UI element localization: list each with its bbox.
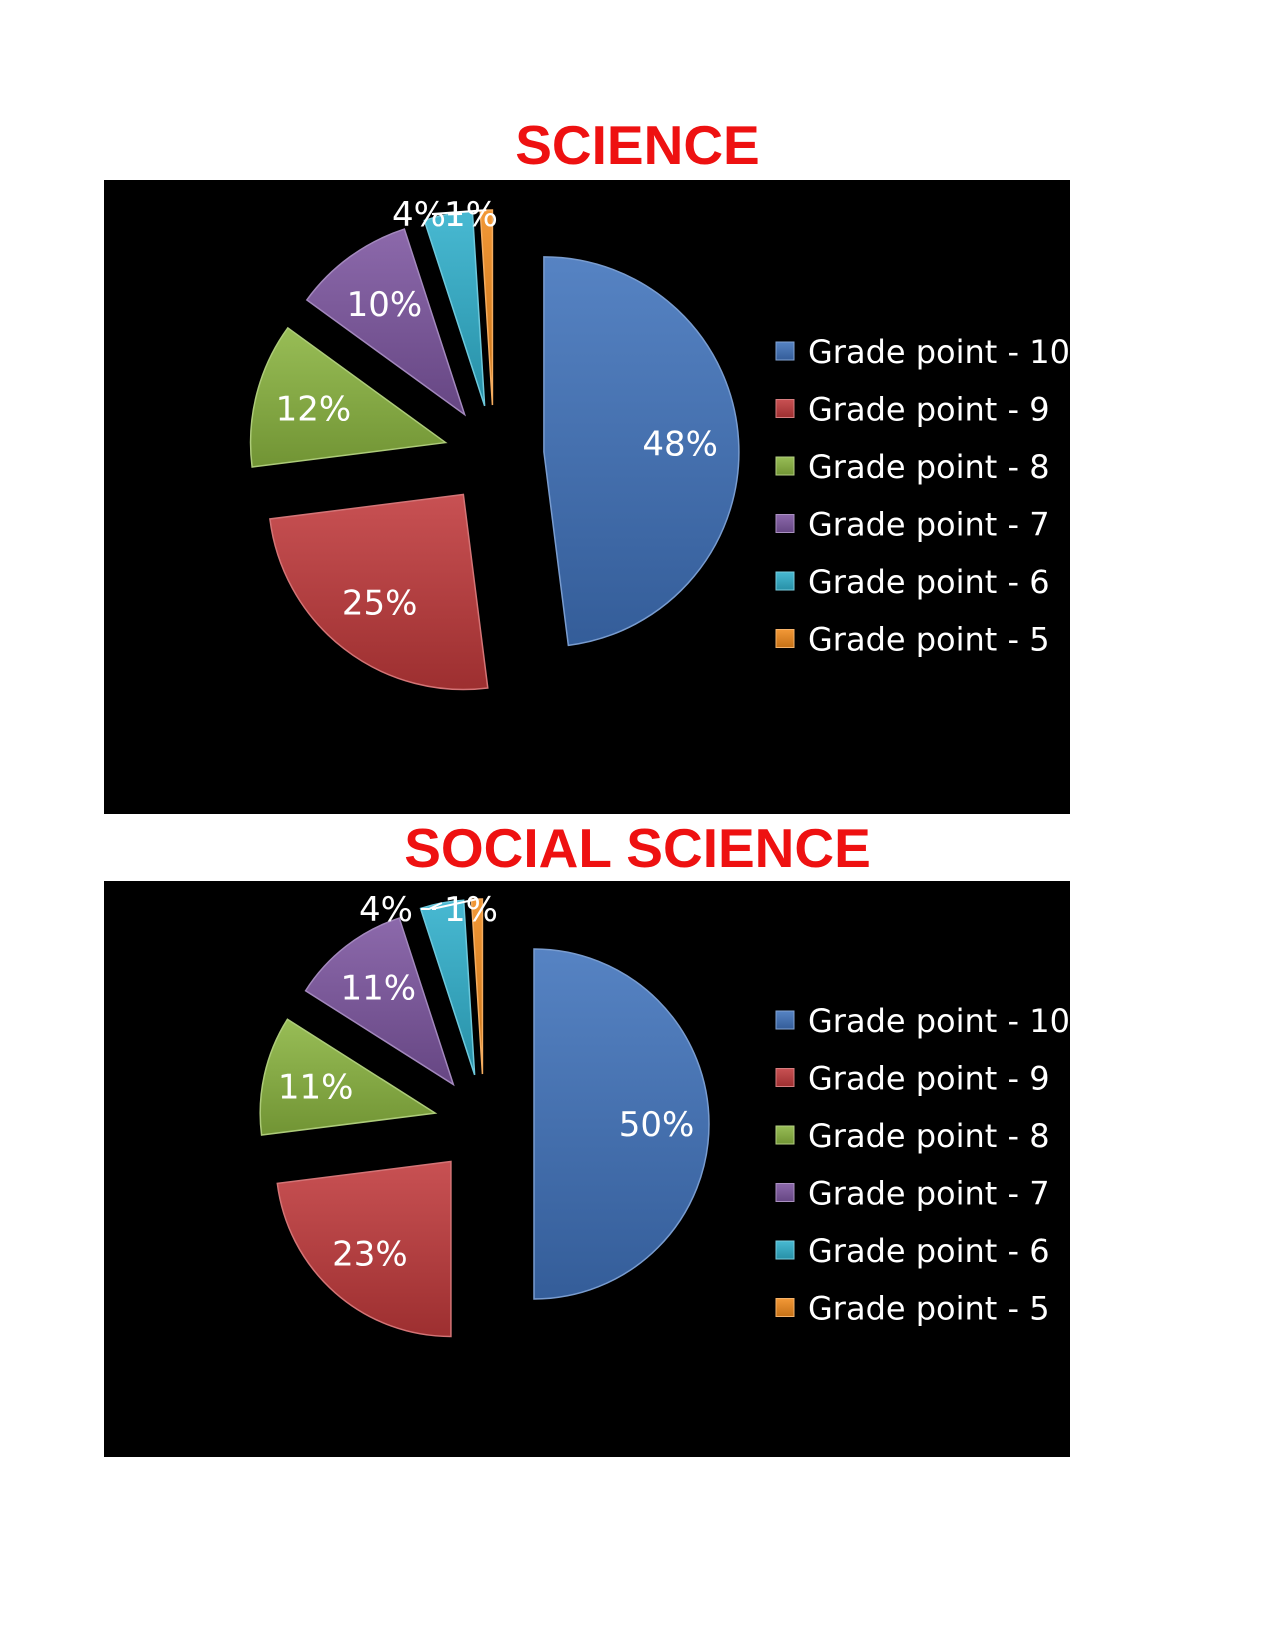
legend-swatch-grade-point-6 bbox=[775, 1240, 795, 1260]
data-label-grade-point-5: 1% bbox=[444, 890, 498, 930]
social-science-chart-title: SOCIAL SCIENCE bbox=[404, 817, 871, 879]
legend-swatch-grade-point-6 bbox=[775, 571, 795, 591]
legend-swatch-grade-point-8 bbox=[775, 456, 795, 476]
legend-label-grade-point-5: Grade point - 5 bbox=[808, 621, 1050, 659]
legend-swatch-grade-point-5 bbox=[775, 629, 795, 648]
pie-slice-grade-point-9 bbox=[276, 1160, 452, 1338]
legend-label-grade-point-10: Grade point - 10 bbox=[808, 1002, 1070, 1040]
legend-label-grade-point-6: Grade point - 6 bbox=[808, 1232, 1050, 1270]
legend-label-grade-point-9: Grade point - 9 bbox=[808, 1060, 1050, 1098]
leader-line-grade-point-6 bbox=[421, 902, 443, 910]
pie-slice-grade-point-8 bbox=[259, 1018, 438, 1136]
data-label-grade-point-5: 1% bbox=[444, 195, 498, 235]
legend-swatch-grade-point-8 bbox=[775, 1125, 795, 1145]
legend-label-grade-point-7: Grade point - 7 bbox=[808, 506, 1050, 544]
legend-swatch-grade-point-9 bbox=[775, 1068, 795, 1087]
pie-slice-grade-point-6 bbox=[419, 899, 476, 1076]
legend-swatch-grade-point-10 bbox=[775, 341, 795, 361]
data-label-grade-point-10: 48% bbox=[642, 424, 718, 464]
legend-label-grade-point-8: Grade point - 8 bbox=[808, 1117, 1050, 1155]
science-pie-svg: 48% 25% 12% 10% 4%1% Grade point - 10 Grade po… bbox=[249, 195, 1070, 691]
science-chart-title: SCIENCE bbox=[515, 114, 760, 176]
legend-swatch-grade-point-10 bbox=[775, 1010, 795, 1030]
data-label-grade-point-8: 12% bbox=[276, 390, 352, 430]
legend-label-grade-point-8: Grade point - 8 bbox=[808, 448, 1050, 486]
legend-swatch-grade-point-5 bbox=[775, 1298, 795, 1317]
data-label-grade-point-7: 10% bbox=[347, 285, 423, 325]
data-label-grade-point-9: 23% bbox=[332, 1234, 408, 1274]
pie-slice-grade-point-10 bbox=[533, 948, 710, 1300]
data-label-grade-point-6: 4% bbox=[392, 195, 446, 235]
legend-label-grade-point-7: Grade point - 7 bbox=[808, 1175, 1050, 1213]
pie-slice-grade-point-10 bbox=[543, 256, 740, 647]
leader-line-grade-point-5 bbox=[431, 898, 478, 910]
data-label-grade-point-9: 25% bbox=[342, 583, 418, 623]
pie-slice-grade-point-7 bbox=[304, 917, 455, 1087]
social-science-pie-chart: 50% 23% 11% 11% 4% 1% Grade point - 10 Grade po… bbox=[104, 881, 1070, 1457]
data-label-grade-point-10: 50% bbox=[619, 1105, 695, 1145]
legend-label-grade-point-5: Grade point - 5 bbox=[808, 1290, 1050, 1328]
pie-slice-grade-point-7 bbox=[305, 228, 467, 417]
social-science-pie-svg: 50% 23% 11% 11% 4% 1% Grade point - 10 Grade po… bbox=[259, 890, 1070, 1338]
legend-swatch-grade-point-7 bbox=[775, 514, 795, 533]
legend-label-grade-point-9: Grade point - 9 bbox=[808, 391, 1050, 429]
leader-line-grade-point-5 bbox=[431, 209, 487, 215]
legend-label-grade-point-10: Grade point - 10 bbox=[808, 333, 1070, 371]
legend-label-grade-point-6: Grade point - 6 bbox=[808, 563, 1050, 601]
legend-swatch-grade-point-7 bbox=[775, 1183, 795, 1202]
data-label-grade-point-8: 11% bbox=[278, 1067, 354, 1107]
science-pie-chart: 48% 25% 12% 10% 4% 1% Grade point - 10 Grade po… bbox=[104, 180, 1070, 814]
pie-slice-grade-point-8 bbox=[249, 326, 448, 468]
legend-swatch-grade-point-9 bbox=[775, 399, 795, 418]
pie-slice-grade-point-9 bbox=[269, 493, 489, 691]
data-label-grade-point-7: 11% bbox=[340, 969, 416, 1009]
data-label-grade-point-6: 4% bbox=[359, 890, 413, 930]
